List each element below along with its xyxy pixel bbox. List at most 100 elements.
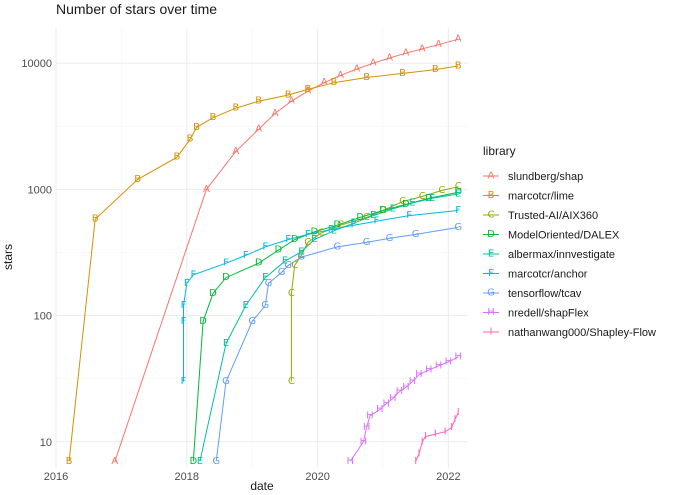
data-point: C bbox=[363, 212, 370, 223]
legend-key-mark: A bbox=[488, 171, 495, 182]
data-point: E bbox=[282, 256, 288, 267]
series-line bbox=[114, 38, 459, 462]
data-point: A bbox=[455, 34, 462, 45]
data-point: I bbox=[450, 422, 453, 433]
data-point: F bbox=[181, 316, 187, 327]
data-point: A bbox=[255, 124, 262, 135]
data-point: B bbox=[232, 103, 239, 114]
data-point: I bbox=[453, 414, 456, 425]
data-point: C bbox=[399, 196, 406, 207]
series-line bbox=[68, 65, 459, 462]
data-point: H bbox=[363, 422, 371, 433]
legend-label: marcotcr/lime bbox=[508, 191, 574, 203]
data-point: D bbox=[402, 199, 410, 210]
data-point: G bbox=[212, 456, 220, 467]
data-point: F bbox=[262, 241, 268, 252]
data-point: H bbox=[347, 456, 355, 467]
series-line bbox=[349, 356, 459, 462]
data-point: I bbox=[414, 456, 417, 467]
data-point: G bbox=[248, 316, 256, 327]
data-point: H bbox=[425, 365, 433, 376]
legend-label: nathanwang000/Shapley-Flow bbox=[508, 327, 656, 339]
data-point: D bbox=[379, 205, 387, 216]
data-point: C bbox=[288, 376, 295, 387]
x-tick-label: 2022 bbox=[436, 471, 460, 483]
data-point: H bbox=[382, 398, 390, 409]
data-point: C bbox=[337, 220, 344, 231]
data-point: F bbox=[190, 269, 196, 280]
data-point: G bbox=[333, 241, 341, 252]
data-point: C bbox=[455, 181, 462, 192]
data-point: E bbox=[242, 300, 248, 311]
data-point: E bbox=[223, 338, 229, 349]
data-point: A bbox=[304, 86, 311, 97]
data-point: H bbox=[376, 404, 384, 415]
data-point: C bbox=[288, 288, 295, 299]
legend-key-mark: E bbox=[488, 249, 494, 260]
data-point: F bbox=[455, 205, 461, 216]
data-point: I bbox=[417, 449, 420, 460]
data-point: F bbox=[243, 250, 249, 261]
data-point: A bbox=[353, 63, 360, 74]
data-point: E bbox=[390, 203, 396, 214]
data-point: D bbox=[189, 456, 197, 467]
data-point: F bbox=[305, 229, 311, 240]
data-point: G bbox=[454, 222, 462, 233]
legend-key-mark: I bbox=[490, 327, 493, 338]
data-point: H bbox=[389, 393, 397, 404]
data-point: A bbox=[337, 70, 344, 81]
data-point: D bbox=[333, 220, 341, 231]
legend-label: marcotcr/anchor bbox=[508, 269, 588, 281]
data-point: G bbox=[278, 267, 286, 278]
data-point: C bbox=[298, 250, 305, 261]
data-point: F bbox=[285, 234, 291, 245]
legend-label: Trusted-AI/AIX360 bbox=[508, 210, 598, 222]
legend-label: ModelOriented/DALEX bbox=[508, 230, 620, 242]
data-point: E bbox=[262, 272, 268, 283]
data-point: H bbox=[445, 356, 453, 367]
series-line bbox=[415, 412, 459, 462]
data-point: D bbox=[255, 258, 263, 269]
data-point: G bbox=[261, 300, 269, 311]
data-point: B bbox=[134, 174, 141, 185]
y-tick-label: 100 bbox=[34, 311, 52, 323]
legend-label: slundberg/shap bbox=[508, 171, 583, 183]
legend-key-mark: C bbox=[488, 210, 495, 221]
data-point: A bbox=[321, 77, 328, 88]
data-point: C bbox=[419, 191, 426, 202]
data-point: C bbox=[304, 237, 311, 248]
data-point: I bbox=[434, 429, 437, 440]
data-point: D bbox=[356, 212, 364, 223]
data-point: B bbox=[92, 214, 99, 225]
data-point: F bbox=[374, 216, 380, 227]
plot-grid bbox=[55, 28, 468, 468]
y-tick-label: 10 bbox=[40, 437, 52, 449]
data-point: B bbox=[304, 84, 311, 95]
data-point: G bbox=[284, 260, 292, 271]
data-point: F bbox=[181, 300, 187, 311]
data-point: H bbox=[360, 436, 368, 447]
data-point: G bbox=[222, 376, 230, 387]
series-line bbox=[183, 210, 459, 382]
legend-title: library bbox=[483, 144, 516, 158]
series-line bbox=[199, 193, 459, 462]
data-point: C bbox=[291, 260, 298, 271]
data-point: G bbox=[412, 229, 420, 240]
data-point: E bbox=[350, 218, 356, 229]
data-point: D bbox=[454, 187, 462, 198]
data-point: I bbox=[421, 436, 424, 447]
data-point: B bbox=[174, 152, 181, 163]
data-point: G bbox=[297, 252, 305, 263]
legend-label: nredell/shapFlex bbox=[508, 308, 589, 320]
data-point: E bbox=[298, 246, 304, 257]
data-point: G bbox=[265, 278, 273, 289]
data-point: G bbox=[386, 233, 394, 244]
data-point: A bbox=[386, 52, 393, 63]
data-point: H bbox=[435, 360, 443, 371]
data-point: H bbox=[402, 382, 410, 393]
legend-key-mark: D bbox=[487, 229, 495, 240]
data-point: B bbox=[455, 60, 462, 71]
data-point: B bbox=[363, 72, 370, 83]
data-point: A bbox=[203, 184, 210, 195]
